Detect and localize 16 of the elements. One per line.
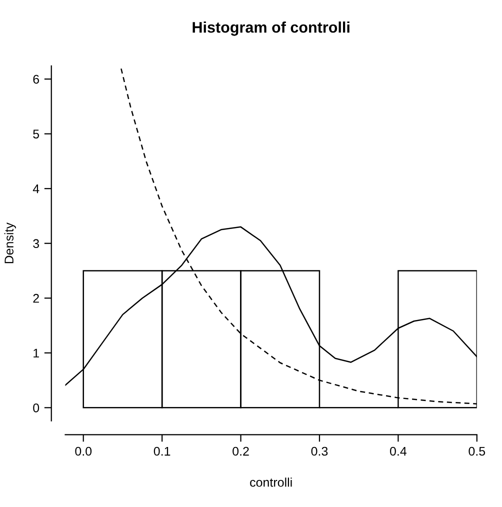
- x-tick-label: 0.0: [75, 446, 92, 456]
- x-tick-label: 0.3: [311, 446, 328, 456]
- x-tick-label: 0.5: [468, 446, 486, 456]
- y-tick-label: 6: [33, 74, 40, 84]
- y-tick-label: 1: [34, 348, 39, 358]
- y-axis-title: Density: [4, 222, 16, 264]
- y-tick-label: 0: [33, 403, 40, 412]
- x-tick-label: 0.2: [232, 446, 249, 456]
- chart-title: Histogram of controlli: [192, 22, 350, 36]
- y-tick-label: 2: [33, 294, 39, 303]
- y-tick-label: 3: [33, 239, 40, 248]
- y-tick-label: 5: [33, 130, 40, 138]
- x-tick-label: 0.4: [390, 446, 407, 456]
- y-tick-label: 4: [32, 184, 40, 194]
- x-axis-title: controlli: [250, 478, 292, 487]
- x-tick-label: 0.1: [154, 446, 170, 456]
